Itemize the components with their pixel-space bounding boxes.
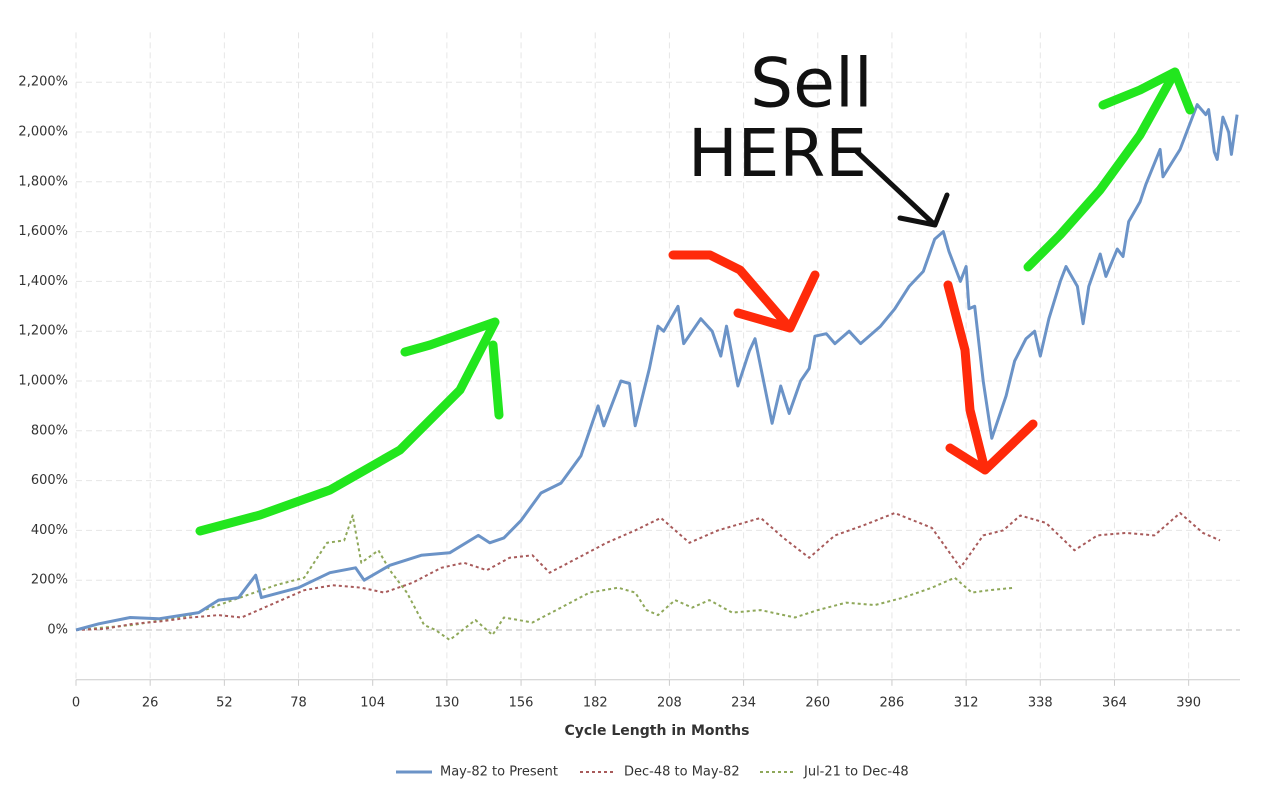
series-line [75, 103, 1239, 632]
y-tick-label: 1,800% [18, 174, 68, 189]
legend-label: May-82 to Present [440, 765, 558, 780]
y-tick-label: 0% [47, 623, 68, 638]
green-arrow [195, 317, 504, 536]
x-tick-label: 104 [360, 695, 385, 710]
series-line [75, 514, 1015, 641]
x-tick-label: 182 [583, 695, 608, 710]
y-tick-label: 600% [31, 473, 68, 488]
x-tick-label: 0 [72, 695, 80, 710]
x-tick-label: 78 [290, 695, 307, 710]
x-tick-label: 286 [880, 695, 905, 710]
legend-label: Dec-48 to May-82 [624, 765, 740, 780]
hand-annotations: Sell HERE [195, 45, 1195, 536]
legend-label: Jul-21 to Dec-48 [803, 765, 909, 780]
y-tick-label: 2,000% [18, 125, 68, 140]
x-tick-label: 312 [954, 695, 979, 710]
x-tick-label: 338 [1028, 695, 1053, 710]
y-tick-label: 1,600% [18, 224, 68, 239]
y-tick-label: 2,200% [18, 75, 68, 90]
x-axis-label: Cycle Length in Months [565, 723, 750, 739]
annotation-text: HERE [688, 115, 867, 192]
x-tick-label: 364 [1102, 695, 1127, 710]
x-tick-label: 260 [805, 695, 830, 710]
x-tick-label: 130 [434, 695, 459, 710]
x-tick-label: 208 [657, 695, 682, 710]
x-tick-label: 52 [216, 695, 233, 710]
plot-area: 0% 200% 400% 600% 800% 1,000% 1,200% 1,400% 1,60… [18, 32, 1240, 710]
y-tick-label: 1,200% [18, 324, 68, 339]
red-arrow [943, 280, 1038, 475]
y-tick-label: 400% [31, 523, 68, 538]
x-tick-label: 390 [1176, 695, 1201, 710]
green-arrow [1023, 67, 1195, 272]
black-arrow [852, 147, 950, 228]
series-line [75, 512, 1221, 631]
x-tick-label: 234 [731, 695, 756, 710]
y-tick-label: 1,000% [18, 374, 68, 389]
y-tick-label: 800% [31, 423, 68, 438]
y-tick-label: 1,400% [18, 274, 68, 289]
x-tick-label: 26 [142, 695, 159, 710]
annotation-text: Sell [750, 45, 873, 124]
red-arrow [668, 250, 820, 333]
y-tick-label: 200% [31, 573, 68, 588]
x-tick-label: 156 [509, 695, 534, 710]
